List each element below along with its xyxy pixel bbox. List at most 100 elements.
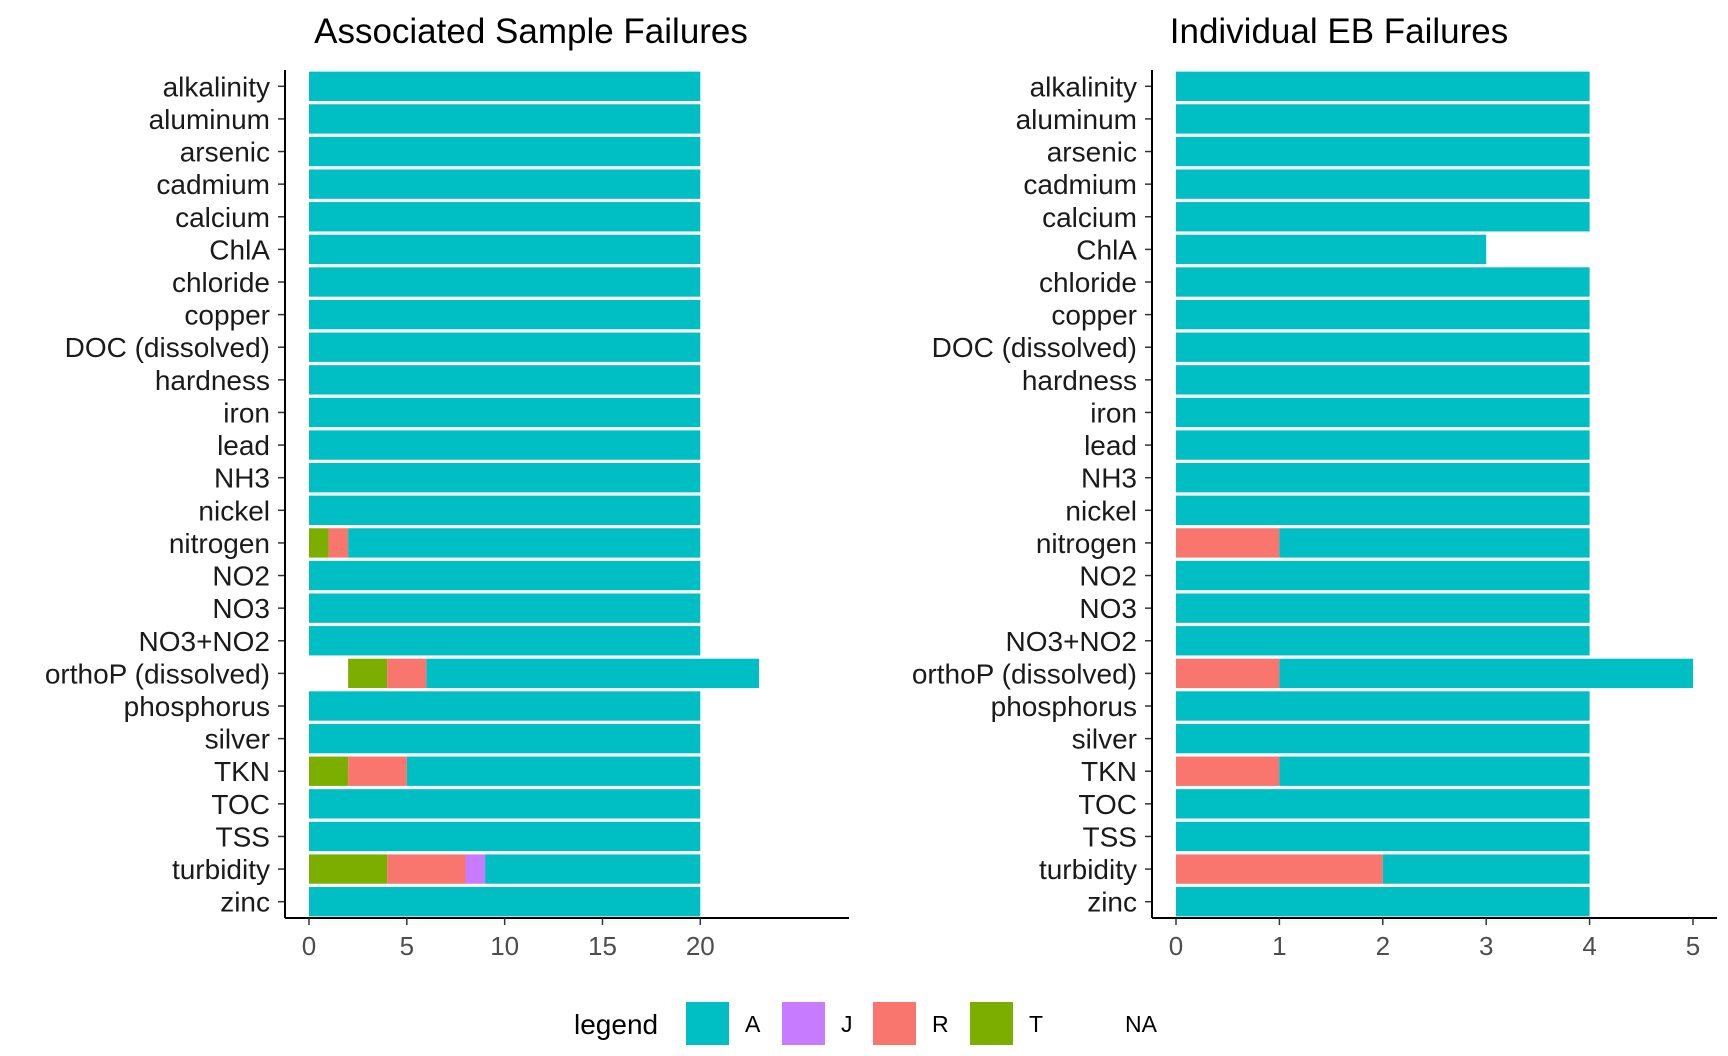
panel-associated-sample-failures: Associated Sample Failures alkalinityalu… <box>45 12 849 961</box>
bar-toc-a <box>309 789 701 819</box>
bar-group <box>309 71 759 917</box>
y-tick-label: aluminum <box>1016 104 1137 135</box>
bar-zinc-a <box>309 887 701 917</box>
x-tick-label: 1 <box>1272 931 1286 961</box>
axes: alkalinityaluminumarseniccadmiumcalciumC… <box>912 70 1717 961</box>
legend-key-na <box>1066 1002 1109 1045</box>
bar-copper-a <box>1176 299 1590 330</box>
bar-no3-no2-a <box>309 626 701 656</box>
bar-phosphorus-a <box>1176 691 1590 721</box>
y-tick-label: calcium <box>1042 202 1137 233</box>
legend-label-r: R <box>932 1011 949 1037</box>
bar-nh3-a <box>309 463 701 493</box>
legend-label-na: NA <box>1125 1011 1158 1037</box>
panel-individual-eb-failures: Individual EB Failures alkalinityaluminu… <box>912 12 1717 961</box>
y-tick-label: alkalinity <box>163 71 270 102</box>
bar-alkalinity-a <box>309 71 701 101</box>
legend-key-a <box>686 1002 729 1045</box>
bar-tss-a <box>1176 821 1590 852</box>
x-tick-label: 3 <box>1479 931 1493 961</box>
chart-title: Associated Sample Failures <box>314 12 748 51</box>
y-tick-label: lead <box>1084 430 1137 461</box>
bar-zinc-a <box>1176 887 1590 917</box>
bar-no3-no2-a <box>1176 626 1590 656</box>
y-tick-label: cadmium <box>156 169 270 200</box>
y-tick-label: NO2 <box>1079 561 1137 592</box>
y-tick-label: NO3+NO2 <box>1006 626 1138 657</box>
bar-turbidity-r <box>387 854 466 884</box>
bar-calcium-a <box>309 202 701 232</box>
bar-turbidity-a <box>485 854 701 884</box>
bar-tss-a <box>309 821 701 852</box>
bar-aluminum-a <box>1176 104 1590 134</box>
y-tick-label: alkalinity <box>1030 71 1137 102</box>
y-tick-label: copper <box>184 300 270 331</box>
bar-no3-a <box>1176 593 1590 623</box>
bar-aluminum-a <box>309 104 701 134</box>
y-tick-label: nickel <box>198 495 270 526</box>
bar-cadmium-a <box>1176 169 1590 199</box>
x-tick-label: 5 <box>400 931 414 961</box>
bar-hardness-a <box>309 365 701 395</box>
y-tick-label: ChlA <box>209 234 270 265</box>
y-tick-label: copper <box>1051 300 1137 331</box>
y-tick-label: NO3 <box>212 593 270 624</box>
y-tick-label: turbidity <box>172 854 270 885</box>
x-tick-label: 15 <box>588 931 617 961</box>
y-tick-label: arsenic <box>180 137 270 168</box>
bar-iron-a <box>1176 397 1590 428</box>
bar-orthop-dissolved-na <box>309 658 349 689</box>
y-tick-label: TOC <box>1078 789 1137 820</box>
bar-tkn-a <box>1279 756 1590 786</box>
y-tick-label: nitrogen <box>1036 528 1137 559</box>
bar-nitrogen-t <box>309 528 329 558</box>
bar-orthop-dissolved-a <box>426 658 759 689</box>
bar-chla-a <box>309 234 701 265</box>
bar-tkn-t <box>309 756 349 786</box>
bar-alkalinity-a <box>1176 71 1590 101</box>
y-tick-label: nickel <box>1065 495 1137 526</box>
y-tick-label: DOC (dissolved) <box>932 332 1137 363</box>
bar-turbidity-t <box>309 854 388 884</box>
x-tick-label: 10 <box>490 931 519 961</box>
y-tick-label: ChlA <box>1076 234 1137 265</box>
axes: alkalinityaluminumarseniccadmiumcalciumC… <box>45 70 849 961</box>
bar-chloride-a <box>309 267 701 297</box>
bar-orthop-dissolved-r <box>1176 658 1280 689</box>
y-tick-label: TKN <box>214 756 270 787</box>
bar-calcium-a <box>1176 202 1590 232</box>
bar-tkn-r <box>1176 756 1280 786</box>
legend-items: A J R T NA <box>686 1002 1158 1045</box>
bar-silver-a <box>1176 723 1590 754</box>
y-tick-label: NO2 <box>212 561 270 592</box>
y-tick-label: silver <box>205 724 270 755</box>
bar-arsenic-a <box>1176 136 1590 167</box>
y-tick-label: phosphorus <box>124 691 270 722</box>
bar-copper-a <box>309 299 701 330</box>
x-tick-label: 0 <box>302 931 316 961</box>
bar-no2-a <box>309 560 701 591</box>
y-tick-label: DOC (dissolved) <box>65 332 270 363</box>
y-tick-label: chloride <box>172 267 270 298</box>
bar-lead-a <box>1176 430 1590 460</box>
y-tick-label: NH3 <box>1081 463 1137 494</box>
legend-label-j: J <box>841 1011 853 1037</box>
bar-no2-a <box>1176 560 1590 591</box>
x-tick-label: 4 <box>1582 931 1596 961</box>
y-tick-label: aluminum <box>149 104 270 135</box>
bar-iron-a <box>309 397 701 428</box>
bar-cadmium-a <box>309 169 701 199</box>
x-tick-label: 2 <box>1376 931 1390 961</box>
bar-nitrogen-a <box>348 528 701 558</box>
y-tick-label: silver <box>1072 724 1137 755</box>
bar-silver-a <box>309 723 701 754</box>
bar-hardness-a <box>1176 365 1590 395</box>
y-tick-label: hardness <box>155 365 270 396</box>
y-tick-label: TOC <box>211 789 270 820</box>
bar-group <box>1176 71 1693 917</box>
y-tick-label: arsenic <box>1047 137 1137 168</box>
bar-phosphorus-a <box>309 691 701 721</box>
bar-arsenic-a <box>309 136 701 167</box>
x-tick-label: 20 <box>686 931 715 961</box>
